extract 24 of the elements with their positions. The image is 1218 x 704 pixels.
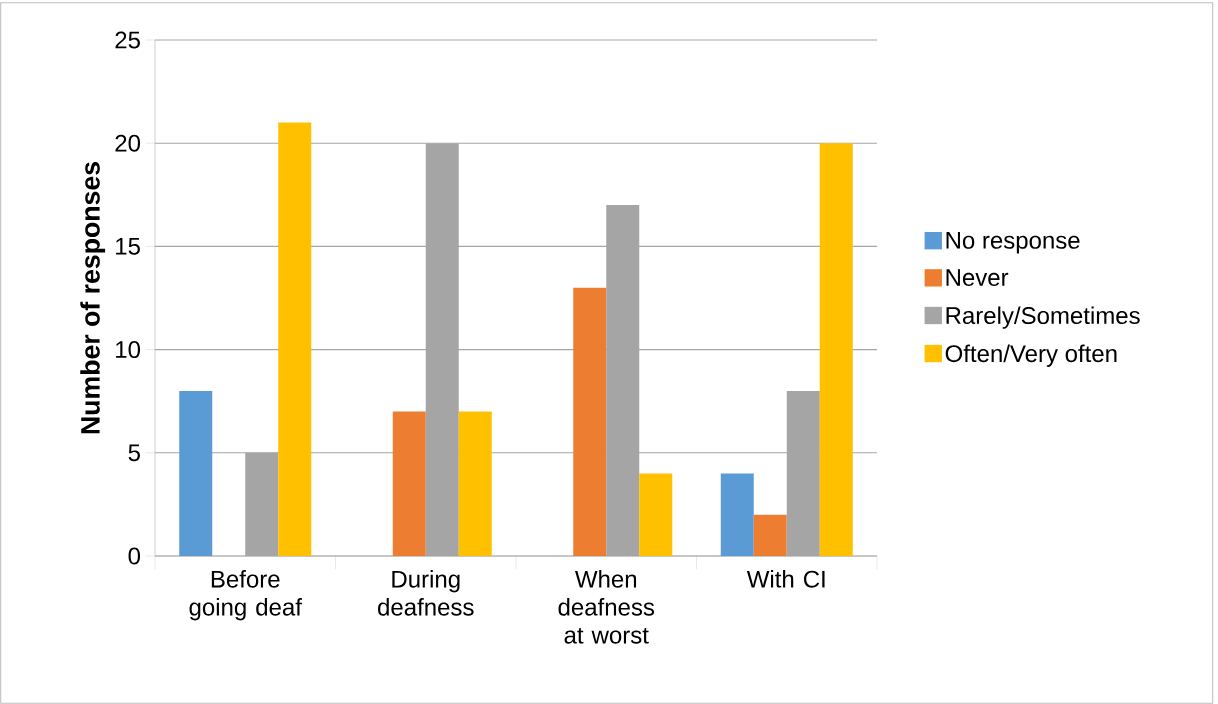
y-tick-label: 10	[116, 341, 141, 359]
y-tick-label: 0	[128, 547, 141, 565]
y-tick-label: 15	[116, 238, 140, 255]
bar	[278, 122, 312, 556]
y-tick-label: 25	[115, 31, 140, 49]
y-tick-label: 5	[128, 444, 140, 462]
bar	[819, 143, 853, 556]
bar	[458, 411, 492, 556]
y-axis-title: Number of responses	[80, 162, 106, 434]
bar	[639, 473, 673, 556]
bar	[573, 287, 607, 556]
legend-label: No response	[946, 232, 1080, 254]
x-tick-label: During deafness	[378, 570, 474, 616]
x-tick-label: When deafness at worst	[558, 570, 655, 644]
bar	[179, 390, 213, 556]
bar	[720, 473, 754, 556]
legend-label: Rarely/Sometimes	[946, 306, 1140, 329]
x-tick-label: Before going deaf	[189, 570, 302, 621]
bar	[392, 411, 426, 556]
y-tick-label: 20	[115, 134, 141, 152]
legend-label: Often/Very often	[945, 344, 1117, 367]
x-tick-label: With CI	[746, 570, 825, 588]
bar	[753, 514, 787, 556]
legend-label: Never	[946, 269, 1009, 287]
